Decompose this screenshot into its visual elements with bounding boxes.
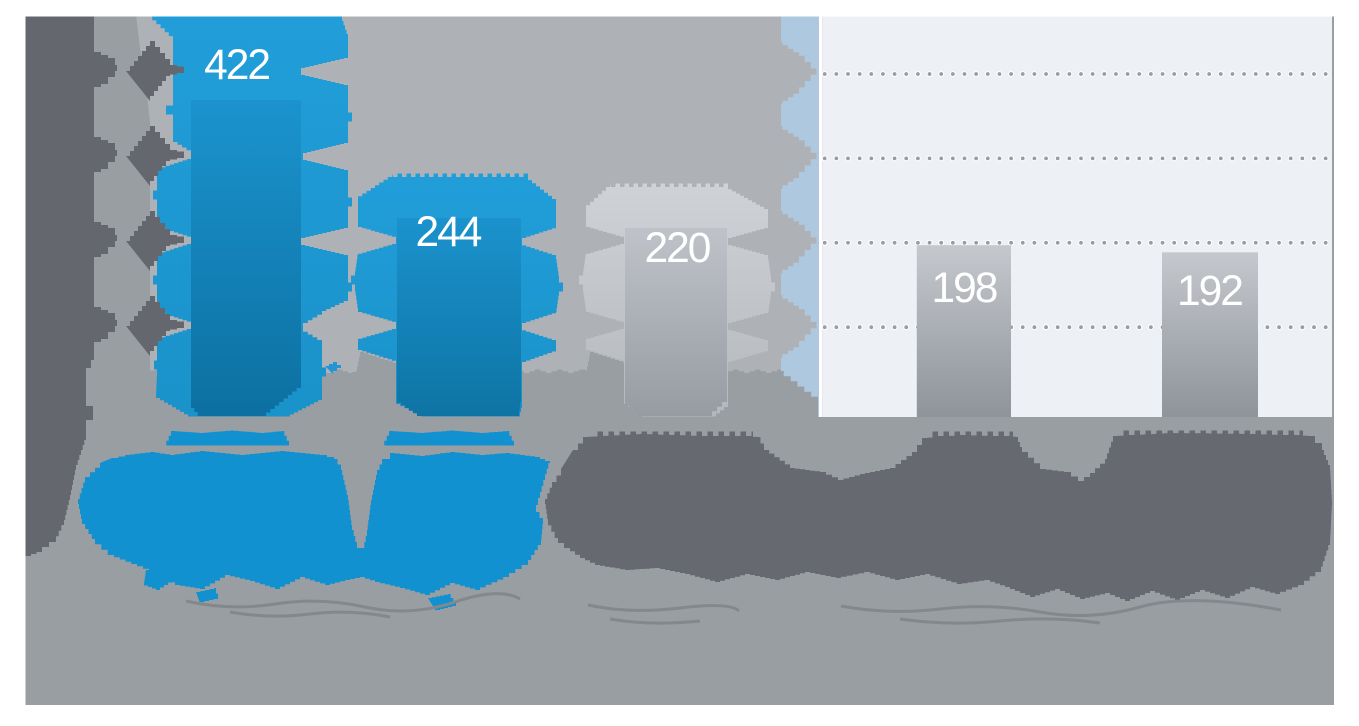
svg-text:198: 198: [932, 265, 997, 312]
svg-text:422: 422: [204, 42, 269, 89]
svg-text:220: 220: [645, 225, 710, 272]
svg-text:244: 244: [416, 209, 482, 256]
svg-text:192: 192: [1177, 268, 1242, 315]
